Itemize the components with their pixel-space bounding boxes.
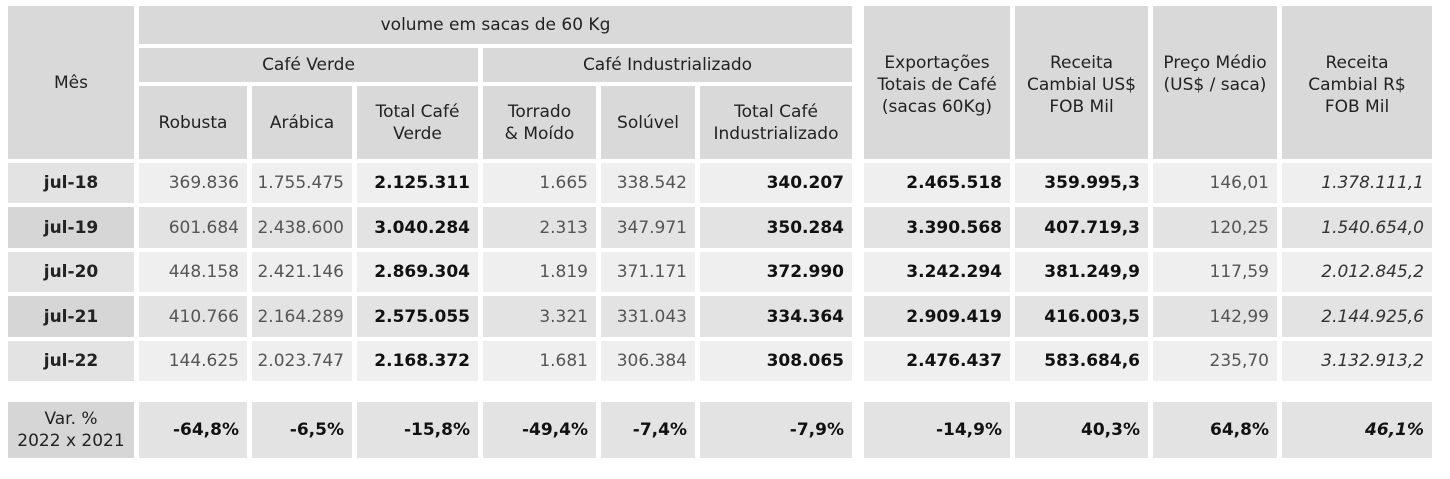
cell-receita-usd: 359.995,3 [1015, 163, 1148, 203]
table-row-month: jul-19 [8, 207, 134, 248]
cell-robusta: 448.158 [139, 252, 247, 292]
header-mes: Mês [8, 6, 134, 159]
header-receita-brl: Receita Cambial R$ FOB Mil [1282, 6, 1432, 159]
cell-torrado: 1.681 [483, 341, 596, 381]
cell-soluvel: 347.971 [601, 207, 695, 248]
cell-receita-brl: 1.540.654,0 [1282, 207, 1432, 248]
cell-preco: 146,01 [1153, 163, 1277, 203]
header-exportacoes: Exportações Totais de Café (sacas 60Kg) [864, 6, 1010, 159]
cell-exportacoes: 3.242.294 [864, 252, 1010, 292]
cell-exportacoes: 2.476.437 [864, 341, 1010, 381]
cell-arabica: 1.755.475 [252, 163, 352, 203]
cell-receita-usd: 583.684,6 [1015, 341, 1148, 381]
cell-arabica: 2.023.747 [252, 341, 352, 381]
cell-receita-brl: 3.132.913,2 [1282, 341, 1432, 381]
header-robusta: Robusta [139, 86, 247, 159]
cell-receita-usd: 416.003,5 [1015, 296, 1148, 337]
header-receita-usd: Receita Cambial US$ FOB Mil [1015, 6, 1148, 159]
variation-label-line2: 2022 x 2021 [17, 431, 125, 451]
var-torrado: -49,4% [483, 402, 596, 458]
cell-exportacoes: 2.465.518 [864, 163, 1010, 203]
var-receita-usd: 40,3% [1015, 402, 1148, 458]
cell-preco: 117,59 [1153, 252, 1277, 292]
cell-total-industrializado: 334.364 [700, 296, 852, 337]
cell-torrado: 3.321 [483, 296, 596, 337]
cell-soluvel: 331.043 [601, 296, 695, 337]
cell-total-verde: 2.168.372 [357, 341, 478, 381]
header-cafe-verde: Café Verde [139, 48, 478, 82]
cell-arabica: 2.438.600 [252, 207, 352, 248]
cell-robusta: 369.836 [139, 163, 247, 203]
var-total-industrializado: -7,9% [700, 402, 852, 458]
cell-exportacoes: 2.909.419 [864, 296, 1010, 337]
variation-label: Var. % 2022 x 2021 [8, 402, 134, 458]
var-arabica: -6,5% [252, 402, 352, 458]
header-torrado: Torrado & Moído [483, 86, 596, 159]
cell-arabica: 2.421.146 [252, 252, 352, 292]
cell-torrado: 1.819 [483, 252, 596, 292]
cell-receita-usd: 407.719,3 [1015, 207, 1148, 248]
cell-torrado: 2.313 [483, 207, 596, 248]
var-soluvel: -7,4% [601, 402, 695, 458]
var-preco: 64,8% [1153, 402, 1277, 458]
header-arabica: Arábica [252, 86, 352, 159]
cell-total-verde: 2.125.311 [357, 163, 478, 203]
table-row-month: jul-18 [8, 163, 134, 203]
table-row-month: jul-20 [8, 252, 134, 292]
cell-total-industrializado: 340.207 [700, 163, 852, 203]
cell-total-industrializado: 308.065 [700, 341, 852, 381]
header-soluvel: Solúvel [601, 86, 695, 159]
header-total-industrializado: Total Café Industrializado [700, 86, 852, 159]
cell-robusta: 601.684 [139, 207, 247, 248]
var-total-verde: -15,8% [357, 402, 478, 458]
cell-arabica: 2.164.289 [252, 296, 352, 337]
cell-total-verde: 2.869.304 [357, 252, 478, 292]
var-exportacoes: -14,9% [864, 402, 1010, 458]
cell-preco: 142,99 [1153, 296, 1277, 337]
cell-soluvel: 371.171 [601, 252, 695, 292]
cell-total-verde: 2.575.055 [357, 296, 478, 337]
cell-robusta: 410.766 [139, 296, 247, 337]
cell-preco: 235,70 [1153, 341, 1277, 381]
cell-total-verde: 3.040.284 [357, 207, 478, 248]
cell-receita-usd: 381.249,9 [1015, 252, 1148, 292]
cell-receita-brl: 2.144.925,6 [1282, 296, 1432, 337]
cell-preco: 120,25 [1153, 207, 1277, 248]
cell-receita-brl: 2.012.845,2 [1282, 252, 1432, 292]
cell-soluvel: 338.542 [601, 163, 695, 203]
variation-label-line1: Var. % [44, 409, 98, 429]
cell-torrado: 1.665 [483, 163, 596, 203]
cell-total-industrializado: 372.990 [700, 252, 852, 292]
header-cafe-industrializado: Café Industrializado [483, 48, 852, 82]
header-volume: volume em sacas de 60 Kg [139, 6, 852, 44]
cell-receita-brl: 1.378.111,1 [1282, 163, 1432, 203]
header-total-verde: Total Café Verde [357, 86, 478, 159]
cell-exportacoes: 3.390.568 [864, 207, 1010, 248]
var-robusta: -64,8% [139, 402, 247, 458]
cell-total-industrializado: 350.284 [700, 207, 852, 248]
table-row-month: jul-22 [8, 341, 134, 381]
table-row-month: jul-21 [8, 296, 134, 337]
cell-soluvel: 306.384 [601, 341, 695, 381]
var-receita-brl: 46,1% [1282, 402, 1432, 458]
cell-robusta: 144.625 [139, 341, 247, 381]
header-preco-medio: Preço Médio (US$ / saca) [1153, 6, 1277, 159]
